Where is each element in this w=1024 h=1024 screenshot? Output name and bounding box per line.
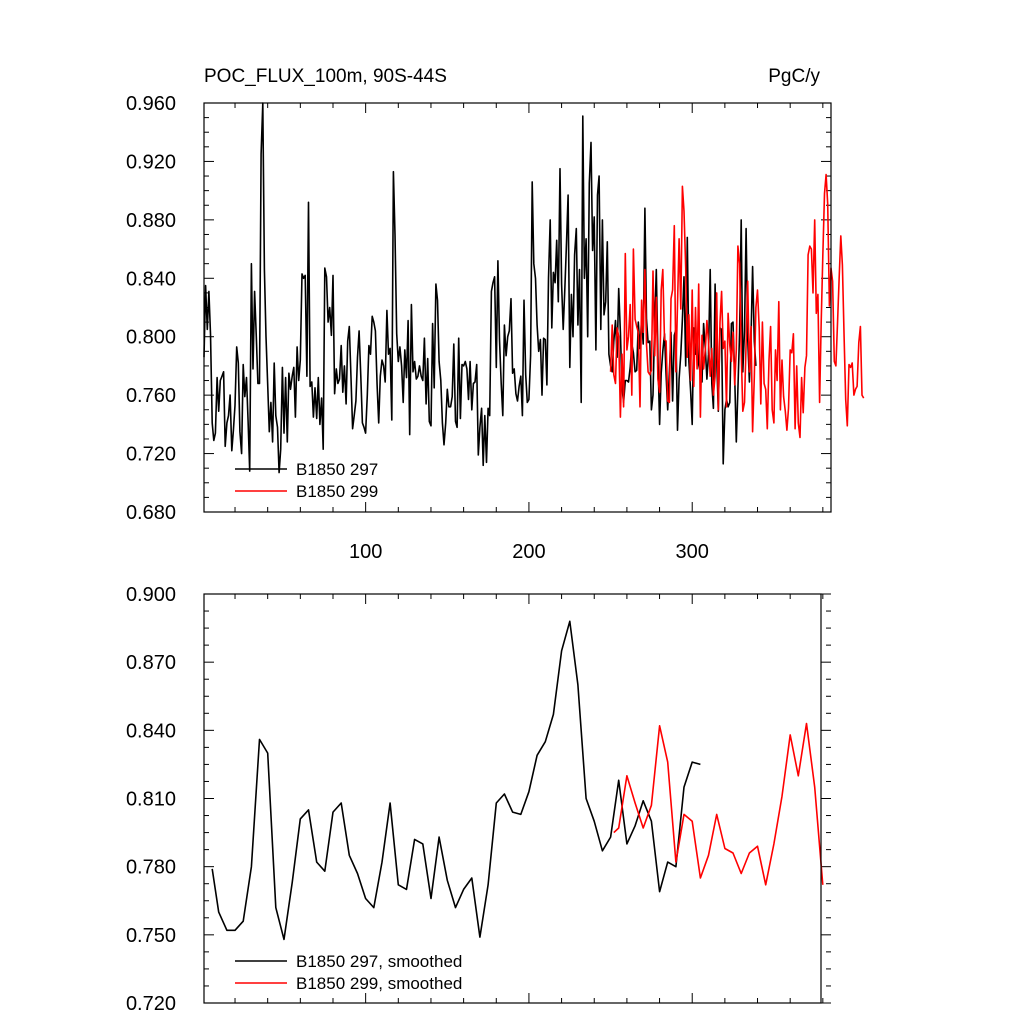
chart-title: POC_FLUX_100m, 90S-44S xyxy=(204,66,447,87)
legend-label-299: B1850 299 xyxy=(296,482,378,501)
y-tick-label: 0.720 xyxy=(126,444,176,466)
top-panel-frame xyxy=(203,102,832,513)
y-tick-label: 0.750 xyxy=(126,925,176,947)
series-line-b1850-299 xyxy=(609,173,865,439)
bottom-panel-series xyxy=(211,620,824,941)
top-panel-series xyxy=(203,102,865,474)
y-tick-label: 0.840 xyxy=(126,720,176,742)
units-label: PgC/y xyxy=(768,66,820,87)
bottom-panel: 0.720 0.750 0.780 0.810 0.840 0.870 0.900 B185… xyxy=(126,584,831,1015)
y-tick-label: 0.880 xyxy=(126,210,176,232)
top-panel-ticks: 0.680 0.720 0.760 0.800 0.840 0.880 0.920 0.960… xyxy=(126,93,831,563)
x-tick-label: 300 xyxy=(676,541,709,563)
top-panel-legend: B1850 297 B1850 299 xyxy=(235,460,378,501)
bottom-panel-frame xyxy=(203,593,822,1004)
x-tick-label: 200 xyxy=(512,541,545,563)
y-tick-label: 0.920 xyxy=(126,151,176,173)
y-tick-label: 0.870 xyxy=(126,652,176,674)
y-tick-label: 0.780 xyxy=(126,857,176,879)
x-tick-label: 100 xyxy=(349,541,382,563)
y-tick-label: 0.810 xyxy=(126,789,176,811)
y-tick-label: 0.900 xyxy=(126,584,176,606)
bottom-panel-legend: B1850 297, smoothed B1850 299, smoothed xyxy=(235,952,462,993)
series-line-b1850-299-smoothed xyxy=(613,722,824,886)
y-tick-label: 0.800 xyxy=(126,327,176,349)
legend-label-297-smoothed: B1850 297, smoothed xyxy=(296,952,462,971)
bottom-panel-ticks: 0.720 0.750 0.780 0.810 0.840 0.870 0.900 xyxy=(126,584,831,1015)
legend-label-297: B1850 297 xyxy=(296,460,378,479)
y-tick-label: 0.720 xyxy=(126,993,176,1015)
legend-label-299-smoothed: B1850 299, smoothed xyxy=(296,974,462,993)
y-tick-label: 0.960 xyxy=(126,93,176,115)
y-tick-label: 0.680 xyxy=(126,502,176,524)
top-panel: POC_FLUX_100m, 90S-44S PgC/y 0.6800.7200… xyxy=(126,66,865,563)
y-tick-label: 0.840 xyxy=(126,268,176,290)
y-tick-label: 0.760 xyxy=(126,385,176,407)
series-line-b1850-297-smoothed xyxy=(211,620,701,941)
